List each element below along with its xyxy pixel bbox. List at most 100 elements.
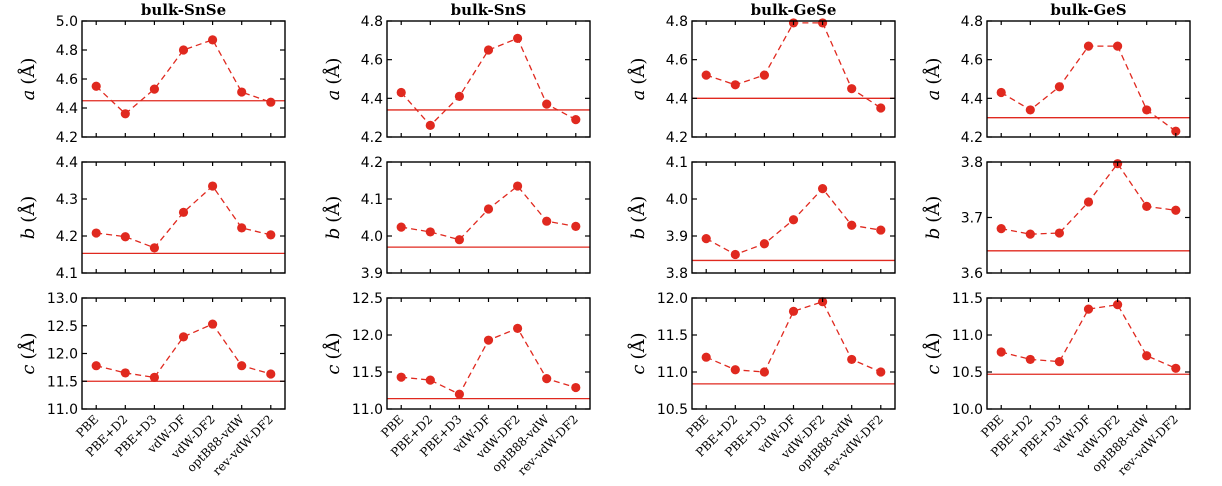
y-axis-unit: (Å) [627, 332, 649, 359]
y-tick-label: 4.8 [361, 14, 383, 30]
data-point [788, 306, 799, 316]
data-point [1142, 201, 1152, 211]
y-axis-variable: a [323, 90, 344, 101]
data-point [178, 207, 189, 217]
data-point [847, 220, 857, 230]
data-point [1083, 41, 1094, 51]
column-title: bulk-SnSe [141, 1, 226, 19]
data-point [207, 35, 218, 45]
data-point [571, 382, 581, 393]
y-axis-unit: (Å) [17, 332, 39, 359]
plot-frame [81, 161, 286, 274]
data-point [1054, 82, 1065, 92]
y-axis-variable: b [923, 228, 944, 240]
panel-a: 4.2 4.4 4.6 4.8 a (Å) [922, 14, 1191, 146]
plot-frame [81, 297, 286, 410]
data-point [701, 352, 711, 362]
data-point [149, 372, 160, 382]
panel-b: 4.1 4.2 4.3 4.4 b (Å) [17, 155, 286, 282]
y-axis-unit: (Å) [17, 58, 39, 85]
data-point [425, 120, 435, 130]
data-point [1112, 300, 1123, 310]
y-tick-label: 11.0 [952, 328, 983, 344]
y-tick-label: 4.8 [666, 14, 688, 30]
y-tick-label: 4.0 [361, 229, 383, 245]
data-point [425, 227, 435, 237]
data-point [396, 222, 406, 232]
y-axis-label: b (Å) [627, 196, 649, 240]
y-axis-label: a (Å) [627, 58, 649, 101]
data-point [1171, 126, 1181, 136]
y-tick-label: 3.6 [961, 266, 983, 282]
y-tick-label: 4.0 [666, 192, 688, 208]
y-tick-label: 4.6 [361, 53, 383, 69]
data-point [759, 367, 770, 377]
plot-frame [386, 161, 591, 274]
y-axis-label: a (Å) [922, 58, 944, 101]
y-axis-unit: (Å) [627, 58, 649, 85]
plot-frame [691, 20, 896, 138]
y-tick-label: 4.2 [56, 229, 78, 245]
y-axis-label: c (Å) [922, 332, 944, 374]
data-point [1054, 357, 1065, 367]
data-point [237, 361, 247, 371]
y-tick-label: 4.4 [361, 91, 383, 107]
y-axis-unit: (Å) [17, 196, 39, 223]
data-point [1025, 354, 1035, 365]
data-point [120, 232, 130, 242]
y-axis-label: b (Å) [17, 196, 39, 240]
y-tick-label: 4.4 [56, 101, 78, 117]
y-axis-unit: (Å) [922, 196, 944, 223]
data-point [91, 81, 101, 91]
y-axis-label: b (Å) [322, 196, 344, 240]
plot-frame [386, 297, 591, 410]
y-tick-label: 3.8 [666, 266, 688, 282]
data-point [701, 70, 711, 80]
y-tick-label: 11.5 [47, 374, 78, 390]
data-point [847, 84, 857, 94]
data-point [817, 184, 828, 194]
plot-frame [986, 20, 1191, 138]
data-point [730, 249, 740, 260]
y-axis-label: c (Å) [17, 332, 39, 374]
data-point [178, 45, 189, 55]
data-point [512, 181, 523, 191]
y-tick-label: 11.0 [47, 402, 78, 418]
y-tick-label: 11.0 [352, 402, 383, 418]
column-bulk-GeS: bulk-GeS4.24.44.64.8a(Å)3.63.73.8b(Å)10.… [922, 1, 1191, 478]
y-tick-label: 3.8 [961, 155, 983, 171]
y-tick-label: 4.1 [361, 192, 383, 208]
y-tick-label: 12.5 [352, 291, 383, 307]
data-point [454, 91, 465, 101]
y-tick-label: 4.2 [56, 130, 78, 146]
data-point [91, 228, 101, 238]
y-tick-label: 13.0 [47, 291, 78, 307]
y-tick-label: 11.5 [352, 365, 383, 381]
y-axis-variable: b [323, 228, 344, 240]
column-bulk-SnSe: bulk-SnSe 4.2 4.4 4.6 4.8 5.0 a (Å) 4.1 4.2 4.3 4.4… [17, 1, 286, 478]
panel-c: 10.0 10.5 11.0 11.5 c (Å) [922, 291, 1191, 418]
y-axis-variable: b [18, 228, 39, 240]
data-point [1171, 205, 1181, 215]
data-point [237, 223, 247, 233]
y-tick-label: 12.0 [47, 347, 78, 363]
data-point [266, 369, 276, 379]
y-axis-label: a (Å) [322, 58, 344, 101]
y-tick-label: 3.9 [666, 229, 688, 245]
data-point [237, 87, 247, 97]
panel-c: 11.0 11.5 12.0 12.5 13.0 c (Å) [17, 291, 286, 418]
data-point [759, 239, 770, 249]
y-axis-unit: (Å) [922, 58, 944, 85]
data-point [396, 372, 406, 382]
data-point [571, 115, 581, 125]
data-point [396, 87, 406, 98]
column-bulk-GeSe: bulk-GeSe 4.2 4.4 4.6 4.8 a (Å) 3.8 3.9 4.0 4.1 b (Å… [627, 1, 896, 478]
y-tick-label: 4.2 [361, 130, 383, 146]
panel-a: 4.2 4.4 4.6 4.8 a (Å) [627, 14, 896, 146]
data-point [483, 204, 494, 214]
data-point [542, 374, 552, 384]
column-title: bulk-GeSe [751, 1, 837, 19]
y-tick-label: 11.5 [952, 291, 983, 307]
plot-frame [986, 297, 1191, 410]
